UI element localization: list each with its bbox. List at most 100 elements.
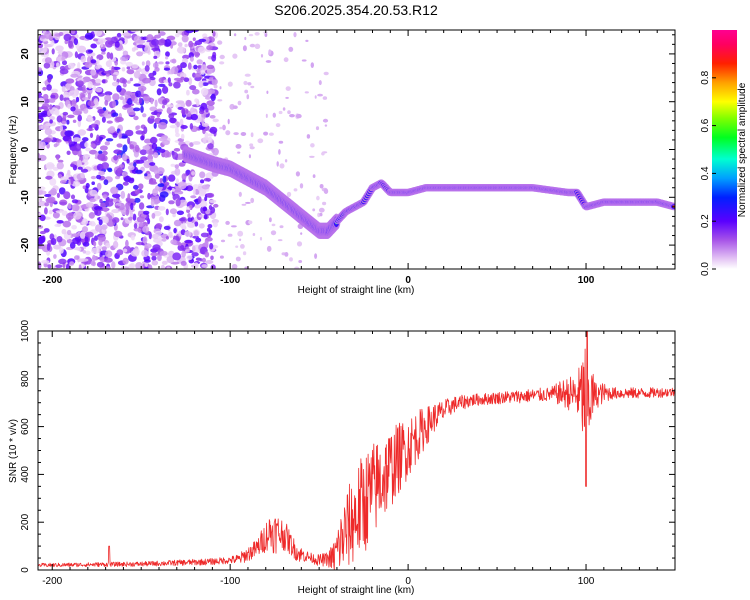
- noise-blob: [279, 225, 284, 229]
- noise-blob: [89, 132, 94, 138]
- noise-blob: [58, 31, 64, 36]
- noise-blob: [272, 112, 276, 118]
- colorbar-label: Normalized spectral amplitude: [737, 82, 748, 217]
- noise-blob: [135, 169, 143, 174]
- noise-blob: [80, 55, 87, 63]
- noise-blob: [248, 220, 253, 225]
- noise-blob: [153, 55, 158, 60]
- noise-blob: [56, 62, 60, 68]
- noise-blob: [152, 244, 161, 251]
- noise-blob: [133, 150, 139, 158]
- noise-blob: [192, 37, 196, 41]
- noise-blob: [227, 81, 233, 87]
- noise-blob: [207, 56, 213, 60]
- noise-blob: [247, 82, 252, 86]
- noise-blob: [56, 236, 63, 243]
- noise-blob: [59, 68, 69, 75]
- noise-blob: [201, 117, 205, 125]
- noise-blob: [158, 148, 166, 153]
- noise-blob: [49, 115, 56, 121]
- noise-blob: [49, 178, 57, 186]
- noise-blob: [199, 110, 205, 115]
- noise-blob: [161, 139, 170, 146]
- noise-blob: [209, 126, 218, 134]
- noise-blob: [62, 60, 67, 66]
- noise-blob: [201, 184, 210, 190]
- noise-blob: [135, 130, 144, 135]
- noise-blob: [125, 91, 133, 96]
- noise-blob: [178, 181, 187, 190]
- noise-blob: [300, 232, 303, 235]
- noise-blob: [166, 104, 174, 108]
- noise-blob: [260, 54, 264, 58]
- noise-blob: [101, 224, 108, 230]
- noise-blob: [318, 80, 322, 86]
- x-tick-label: 100: [578, 275, 595, 286]
- noise-blob: [105, 37, 113, 41]
- noise-blob: [296, 241, 303, 247]
- noise-blob: [50, 188, 57, 196]
- noise-blob: [90, 143, 96, 148]
- noise-blob: [101, 51, 106, 55]
- noise-blob: [207, 224, 213, 229]
- noise-blob: [165, 61, 170, 65]
- noise-blob: [77, 61, 81, 70]
- noise-blob: [206, 89, 216, 94]
- noise-blob: [185, 99, 192, 107]
- y-tick-label: 0: [20, 567, 31, 573]
- noise-blob: [73, 38, 78, 46]
- noise-blob: [82, 185, 87, 189]
- noise-blob: [184, 239, 193, 244]
- noise-blob: [209, 115, 216, 119]
- noise-blob: [317, 93, 323, 97]
- noise-blob: [241, 203, 247, 206]
- y-tick-label: 400: [20, 466, 31, 483]
- noise-blob: [38, 140, 44, 148]
- noise-blob: [301, 59, 307, 62]
- noise-blob: [130, 250, 140, 257]
- noise-blob: [133, 184, 139, 190]
- noise-blob: [112, 217, 120, 224]
- noise-blob: [90, 43, 97, 49]
- noise-blob: [233, 132, 239, 136]
- noise-blob: [130, 234, 135, 241]
- noise-blob: [130, 30, 140, 33]
- noise-blob: [190, 195, 197, 199]
- noise-blob: [39, 196, 43, 202]
- noise-blob: [192, 184, 200, 190]
- noise-blob: [220, 239, 226, 243]
- noise-blob: [80, 104, 84, 110]
- noise-blob: [157, 183, 165, 188]
- noise-blob: [243, 80, 248, 86]
- y-tick-label: 10: [20, 96, 31, 108]
- noise-blob: [65, 83, 71, 89]
- noise-blob: [168, 174, 176, 182]
- noise-blob: [157, 254, 162, 262]
- noise-blob: [207, 143, 214, 150]
- noise-blob: [206, 100, 215, 106]
- y-tick-label: 800: [20, 370, 31, 387]
- noise-blob: [100, 39, 104, 48]
- noise-blob: [178, 217, 186, 222]
- noise-blob: [56, 220, 64, 224]
- noise-blob: [168, 82, 173, 87]
- noise-blob: [217, 99, 223, 102]
- noise-blob: [77, 80, 84, 87]
- noise-blob: [176, 210, 184, 216]
- noise-blob: [187, 217, 193, 222]
- colorbar-tick-label: 0.4: [700, 166, 711, 180]
- noise-blob: [204, 196, 208, 202]
- noise-blob: [46, 243, 51, 251]
- noise-blob: [116, 167, 123, 175]
- noise-blob: [140, 105, 144, 113]
- noise-blob: [122, 82, 127, 88]
- noise-blob: [84, 141, 89, 148]
- noise-blob: [81, 226, 89, 233]
- noise-blob: [152, 188, 159, 196]
- noise-blob: [154, 172, 160, 179]
- x-tick-label: -200: [42, 576, 62, 587]
- noise-blob: [257, 138, 264, 144]
- noise-blob: [174, 164, 179, 169]
- noise-blob: [148, 181, 158, 185]
- noise-blob: [210, 255, 214, 261]
